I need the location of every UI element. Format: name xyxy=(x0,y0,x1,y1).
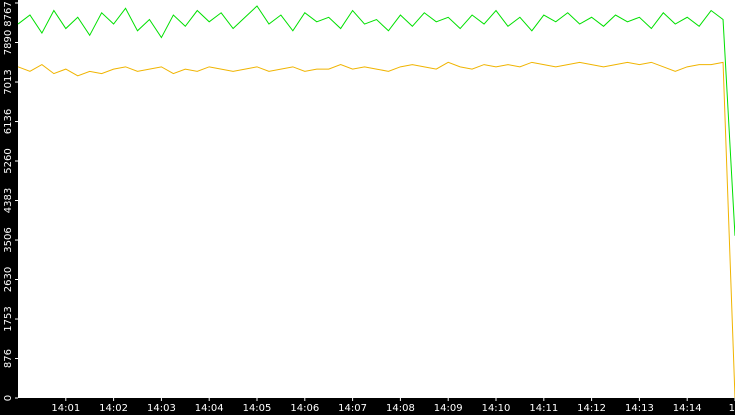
y-tick-label: 7890 xyxy=(3,30,14,55)
y-tick-label: 0 xyxy=(3,395,14,401)
y-tick-label: 3506 xyxy=(3,227,14,252)
x-tick-label: 14:01 xyxy=(51,403,80,414)
x-tick-label: 14:14 xyxy=(673,403,702,414)
y-tick-label: 1753 xyxy=(3,306,14,331)
x-tick-label: 14:08 xyxy=(386,403,415,414)
y-tick-label: 2630 xyxy=(3,267,14,292)
x-tick-label: 14:03 xyxy=(147,403,176,414)
y-tick-label: 6136 xyxy=(3,109,14,134)
x-tick-label: 14:10 xyxy=(482,403,511,414)
y-tick-label: 5260 xyxy=(3,148,14,173)
y-tick-label: 4383 xyxy=(3,188,14,213)
x-tick-label: 14:11 xyxy=(529,403,558,414)
x-tick-label: 14:07 xyxy=(338,403,367,414)
x-tick-label: 14:09 xyxy=(434,403,463,414)
y-tick-label: 8767 xyxy=(3,1,14,26)
x-tick-label: 14:02 xyxy=(99,403,128,414)
x-tick-label: 14:12 xyxy=(577,403,606,414)
series-line xyxy=(17,61,735,399)
y-tick-label: 876 xyxy=(3,349,14,368)
y-tick-label: 7013 xyxy=(3,69,14,94)
x-tick-label: 14:13 xyxy=(625,403,654,414)
x-tick-label: 14 xyxy=(729,403,735,414)
x-tick-label: 14:06 xyxy=(290,403,319,414)
x-tick-label: 14:04 xyxy=(195,403,224,414)
plot-area xyxy=(18,0,735,398)
x-tick-label: 14:05 xyxy=(243,403,272,414)
series-line xyxy=(17,5,735,236)
